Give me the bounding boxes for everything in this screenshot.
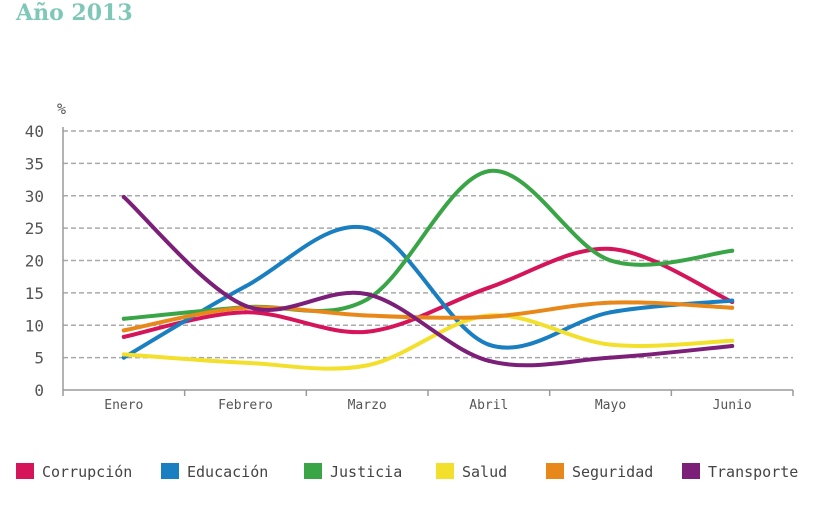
data-point-educacion [365,226,370,231]
legend-swatch [16,463,34,479]
series-line-seguridad [121,300,735,333]
data-point-salud [121,352,126,357]
data-point-justicia [365,297,370,302]
data-point-salud [730,338,735,343]
y-tick-label: 10 [25,316,44,335]
legend-label: Salud [462,463,507,481]
x-tick-label: Marzo [348,398,387,413]
series-line-educacion [121,224,735,360]
y-tick-label: 25 [25,219,44,238]
legend-label: Seguridad [572,463,653,481]
y-tick-label: 0 [34,381,44,400]
series-line-transporte [121,195,735,368]
legend-label: Corrupción [42,463,132,481]
data-point-seguridad [121,328,126,333]
series-line-corrupcion [121,246,735,339]
legend-swatch [436,463,454,479]
data-point-transporte [121,195,126,200]
legend-item-seguridad: Seguridad [546,463,653,481]
legend-item-corrupcion: Corrupción [16,463,132,481]
x-tick-label: Mayo [595,398,626,413]
data-point-educacion [608,310,613,315]
y-tick-label: 5 [34,349,44,368]
y-tick-label: 20 [25,252,44,271]
legend-label: Justicia [330,463,402,481]
x-tick-label: Abril [469,398,508,413]
legend-swatch [304,463,322,479]
y-tick-label: 35 [25,154,44,173]
data-point-salud [243,360,248,365]
data-point-salud [608,342,613,347]
legend-item-salud: Salud [436,463,507,481]
x-tick-label: Junio [713,398,752,413]
data-point-seguridad [730,305,735,310]
data-point-educacion [121,355,126,360]
legend-item-transporte: Transporte [682,463,798,481]
series-line-salud [121,313,735,371]
data-point-seguridad [486,314,491,319]
legend-item-educacion: Educación [161,463,268,481]
data-point-corrupcion [486,285,491,290]
x-tick-label: Enero [104,398,143,413]
data-point-corrupcion [121,334,126,339]
data-point-salud [365,363,370,368]
data-point-corrupcion [365,329,370,334]
data-point-transporte [486,358,491,363]
data-point-justicia [486,169,491,174]
legend-label: Educación [187,463,268,481]
chart-title: Año 2013 [16,0,133,26]
data-point-transporte [243,303,248,308]
data-point-seguridad [608,300,613,305]
legend-label: Transporte [708,463,798,481]
x-tick-label: Febrero [218,398,273,413]
data-point-transporte [608,355,613,360]
data-point-corrupcion [243,310,248,315]
data-point-justicia [608,258,613,263]
data-point-educacion [730,298,735,303]
y-axis-unit: % [57,100,66,118]
y-tick-label: 40 [25,122,44,141]
data-point-justicia [121,316,126,321]
data-point-transporte [365,292,370,297]
legend-swatch [682,463,700,479]
data-point-educacion [243,284,248,289]
y-tick-label: 30 [25,187,44,206]
data-point-educacion [486,342,491,347]
y-tick-label: 15 [25,284,44,303]
data-point-seguridad [365,313,370,318]
data-point-corrupcion [608,246,613,251]
legend-item-justicia: Justicia [304,463,402,481]
series-line-justicia [121,169,735,321]
legend-swatch [161,463,179,479]
data-point-justicia [730,248,735,253]
legend-swatch [546,463,564,479]
data-point-transporte [730,343,735,348]
